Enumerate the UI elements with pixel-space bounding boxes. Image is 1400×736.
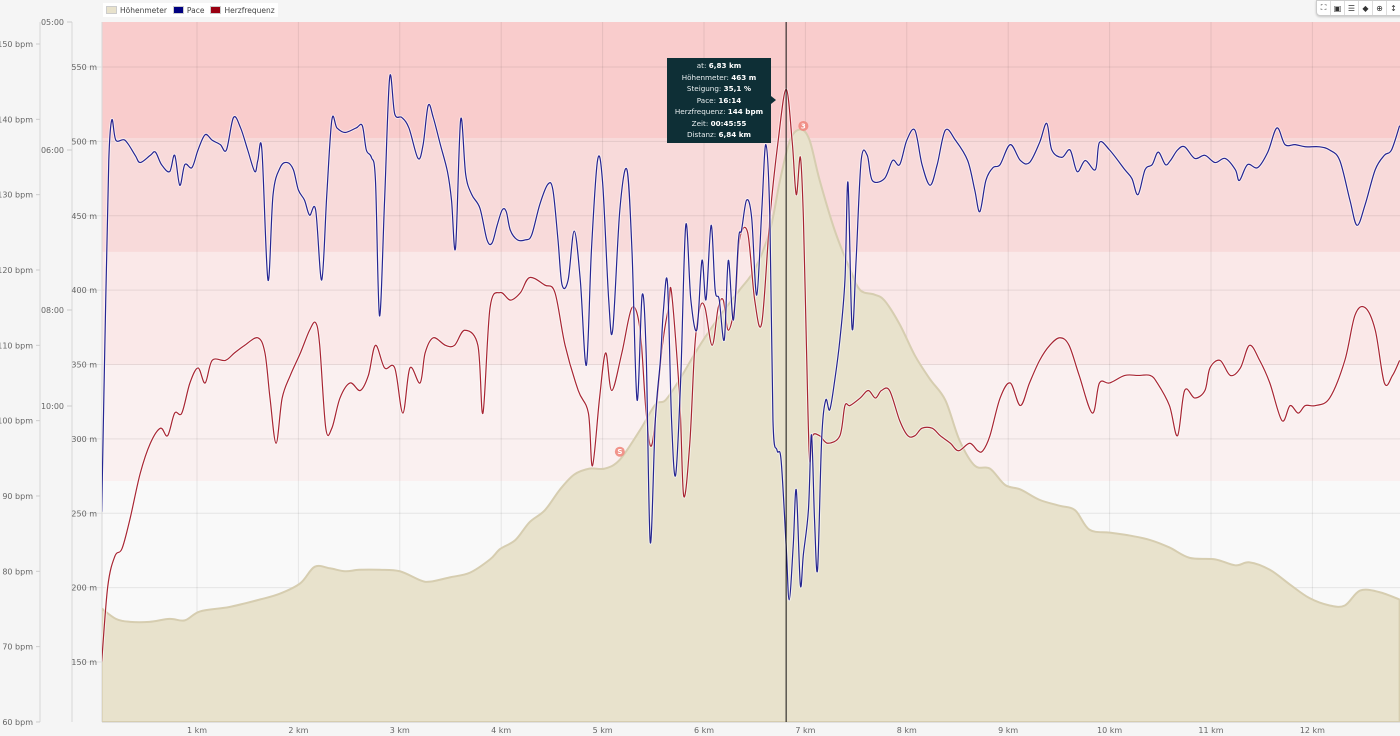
hr-tick-label: 80 bpm: [2, 567, 33, 576]
tooltip-row-heart-rate: Herzfrequenz: 144 bpm: [667, 106, 771, 118]
legend-item-pace[interactable]: Pace: [172, 5, 205, 15]
tooltip-value: 35,1 %: [723, 84, 752, 93]
tooltip-label: Steigung:: [686, 84, 722, 93]
tooltip-row-gradient: Steigung: 35,1 %: [667, 83, 771, 95]
tooltip-value: 6,84 km: [718, 130, 752, 139]
tooltip-row-elevation: Höhenmeter: 463 m: [667, 72, 771, 84]
hr-tick-label: 100 bpm: [0, 417, 33, 426]
x-tick-label: 7 km: [795, 726, 815, 735]
tooltip-value: 6,83 km: [708, 61, 742, 70]
legend-item-heart-rate[interactable]: Herzfrequenz: [210, 5, 275, 15]
tooltip-row-distance: Distanz: 6,84 km: [667, 129, 771, 141]
tooltip-label: Zeit:: [691, 118, 709, 128]
series-layer: [102, 73, 1400, 722]
elevation-tick-label: 550 m: [71, 63, 97, 72]
tooltip-row-at: at: 6,83 km: [667, 60, 771, 72]
hr-tick-label: 110 bpm: [0, 341, 33, 350]
legend-label: Herzfrequenz: [224, 5, 275, 15]
elevation-tick-label: 250 m: [71, 509, 97, 518]
hr-tick-label: 120 bpm: [0, 266, 33, 275]
x-tick-label: 1 km: [187, 726, 207, 735]
x-tick-label: 12 km: [1300, 726, 1325, 735]
fullscreen-icon[interactable]: ⛶: [1317, 1, 1331, 15]
x-tick-label: 6 km: [694, 726, 714, 735]
hr-tick-label: 70 bpm: [2, 643, 33, 652]
tooltip-label: Pace:: [696, 95, 717, 105]
elevation-tick-label: 150 m: [71, 658, 97, 667]
save-icon[interactable]: ▣: [1331, 1, 1345, 15]
overlay-layer: S3: [614, 22, 809, 722]
pace-tick-label: 10:00: [41, 402, 64, 411]
tooltip-label: at:: [696, 61, 707, 70]
x-tick-label: 3 km: [390, 726, 410, 735]
pace-tick-label: 06:00: [41, 146, 64, 155]
x-tick-label: 8 km: [897, 726, 917, 735]
hr-tick-label: 150 bpm: [0, 40, 33, 49]
pace-tick-label: 08:00: [41, 306, 64, 315]
elevation-tick-label: 400 m: [71, 286, 97, 295]
x-tick-label: 4 km: [491, 726, 511, 735]
tooltip-row-time: Zeit: 00:45:55: [667, 118, 771, 130]
tooltip-value: 00:45:55: [710, 118, 747, 128]
list-icon[interactable]: ☰: [1345, 1, 1359, 15]
tooltip-label: Herzfrequenz:: [674, 107, 726, 116]
more-icon[interactable]: ↕: [1387, 1, 1400, 15]
elevation-tick-label: 200 m: [71, 584, 97, 593]
elevation-tick-label: 450 m: [71, 212, 97, 221]
lap-marker-label: S: [617, 448, 622, 456]
pace-tick-label: 05:00: [41, 18, 64, 27]
chart-toolbar: ⛶ ▣ ☰ ◆ ⊕ ↕: [1316, 0, 1400, 16]
tooltip-value: 144 bpm: [727, 107, 764, 116]
legend-item-elevation[interactable]: Höhenmeter: [106, 6, 167, 15]
pace-swatch: [172, 6, 184, 14]
elevation-swatch: [106, 6, 117, 14]
legend-label: Pace: [186, 5, 205, 15]
hr-tick-label: 130 bpm: [0, 191, 33, 200]
elevation-tick-label: 500 m: [71, 137, 97, 146]
x-tick-label: 11 km: [1198, 726, 1223, 735]
elevation-tick-label: 300 m: [71, 435, 97, 444]
chart-legend: Höhenmeter Pace Herzfrequenz: [103, 3, 278, 17]
hr-tick-label: 90 bpm: [2, 492, 33, 501]
lap-marker: [798, 120, 809, 131]
tag-icon[interactable]: ◆: [1359, 1, 1373, 15]
x-tick-label: 2 km: [288, 726, 308, 735]
x-tick-label: 5 km: [593, 726, 613, 735]
x-tick-label: 9 km: [998, 726, 1018, 735]
hr-tick-label: 60 bpm: [2, 718, 33, 727]
x-tick-label: 10 km: [1097, 726, 1122, 735]
hr-tick-label: 140 bpm: [0, 115, 33, 124]
tooltip-row-pace: Pace: 16:14: [667, 95, 771, 107]
heart-rate-swatch: [210, 6, 222, 14]
hover-tooltip: at: 6,83 km Höhenmeter: 463 m Steigung: …: [667, 58, 776, 143]
elevation-tick-label: 350 m: [71, 361, 97, 370]
tooltip-value: 463 m: [731, 72, 757, 82]
tooltip-value: 16:14: [718, 95, 742, 105]
tooltip-label: Distanz:: [686, 130, 717, 139]
pace-line: [102, 74, 1400, 601]
crosshair-icon[interactable]: ⊕: [1373, 1, 1387, 15]
tooltip-label: Höhenmeter:: [681, 72, 729, 82]
lap-marker: [614, 446, 625, 457]
legend-label: Höhenmeter: [120, 5, 167, 15]
lap-marker-label: 3: [801, 122, 806, 130]
